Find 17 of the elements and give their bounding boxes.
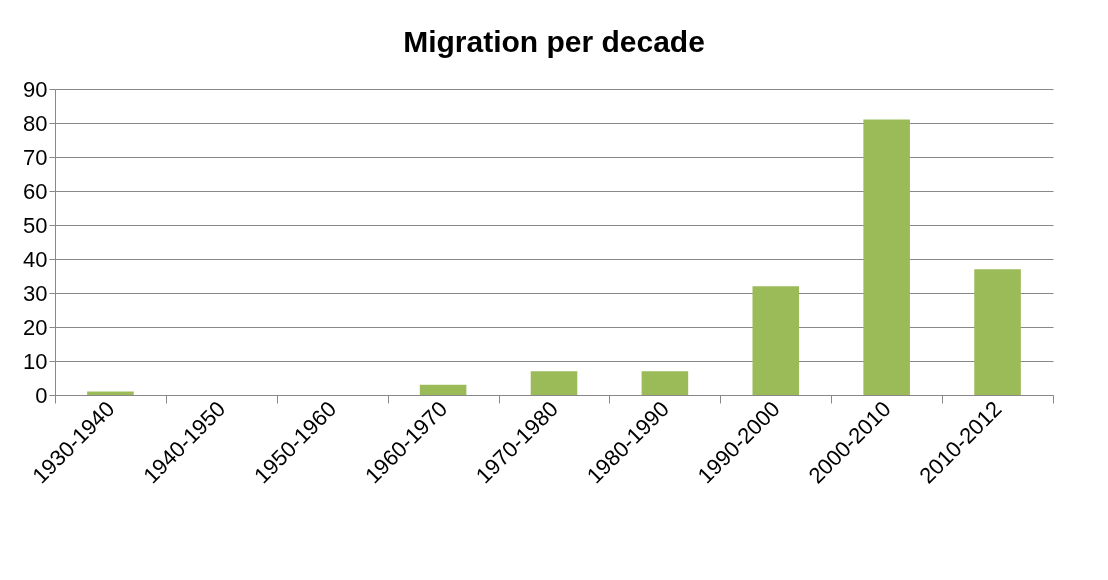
y-tick-label: 80 [23, 110, 48, 136]
bar [974, 269, 1021, 395]
y-tick-label: 10 [23, 348, 48, 374]
bar [419, 384, 467, 395]
bar [641, 371, 689, 395]
y-tick-label: 0 [35, 382, 48, 408]
chart-title: Migration per decade [403, 25, 705, 58]
y-tick-label: 30 [23, 280, 48, 306]
y-tick-label: 50 [23, 212, 48, 238]
y-tick-label: 20 [23, 314, 48, 340]
bar [530, 371, 578, 395]
bar [752, 286, 800, 395]
y-tick-label: 70 [23, 144, 48, 170]
bar [863, 119, 910, 395]
y-tick-label: 60 [23, 178, 48, 204]
y-tick-label: 40 [23, 246, 48, 272]
y-tick-label: 90 [23, 76, 48, 102]
